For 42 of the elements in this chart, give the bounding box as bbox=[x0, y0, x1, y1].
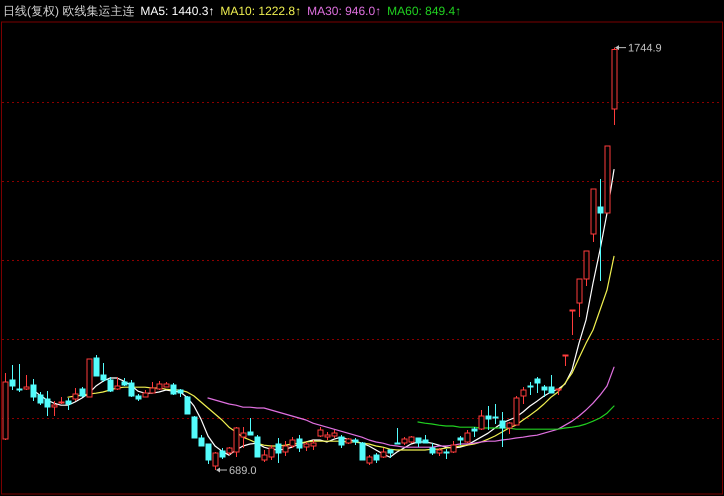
text: MA30: 946.0↑ bbox=[307, 4, 382, 18]
candlestick bbox=[430, 442, 436, 456]
candlestick bbox=[464, 430, 470, 444]
candlestick bbox=[500, 412, 506, 448]
candlestick bbox=[220, 448, 226, 460]
candlestick bbox=[444, 448, 450, 460]
candlestick bbox=[562, 354, 568, 366]
candlestick bbox=[450, 440, 456, 454]
candlestick bbox=[248, 418, 254, 436]
candlestick bbox=[184, 396, 190, 414]
candlestick bbox=[528, 382, 534, 396]
candlestick bbox=[114, 376, 120, 390]
candlestick bbox=[72, 388, 78, 402]
text: MA10: 1222.8↑ bbox=[220, 4, 302, 18]
candlestick bbox=[16, 364, 22, 392]
candlestick bbox=[360, 442, 366, 460]
candlestick bbox=[394, 428, 400, 445]
candlestick bbox=[366, 454, 372, 466]
annotation: 689.0 bbox=[229, 465, 257, 477]
candlestick bbox=[520, 386, 526, 404]
candlestick bbox=[276, 438, 282, 464]
candlestick bbox=[10, 364, 16, 390]
candlestick bbox=[52, 400, 58, 416]
candlestick bbox=[534, 376, 540, 394]
candlestick bbox=[80, 386, 86, 398]
candlestick bbox=[472, 426, 478, 438]
candlestick bbox=[374, 452, 380, 464]
candlestick bbox=[380, 448, 386, 458]
candlestick bbox=[254, 434, 260, 458]
candlestick bbox=[212, 452, 218, 470]
candlestick bbox=[296, 434, 302, 452]
candlestick bbox=[66, 398, 72, 410]
candlestick bbox=[338, 434, 344, 448]
candlestick bbox=[24, 374, 30, 390]
candlestick bbox=[458, 436, 464, 446]
text: MA5: 1440.3↑ bbox=[140, 4, 214, 18]
text: 1744.9 bbox=[628, 42, 662, 55]
candlestick bbox=[570, 310, 576, 336]
candlestick bbox=[478, 410, 484, 430]
text: MA60: 849.4↑ bbox=[387, 4, 462, 18]
chart-title: 日线(复权) 欧线集运主连 bbox=[3, 4, 134, 18]
candlestick bbox=[598, 178, 604, 282]
